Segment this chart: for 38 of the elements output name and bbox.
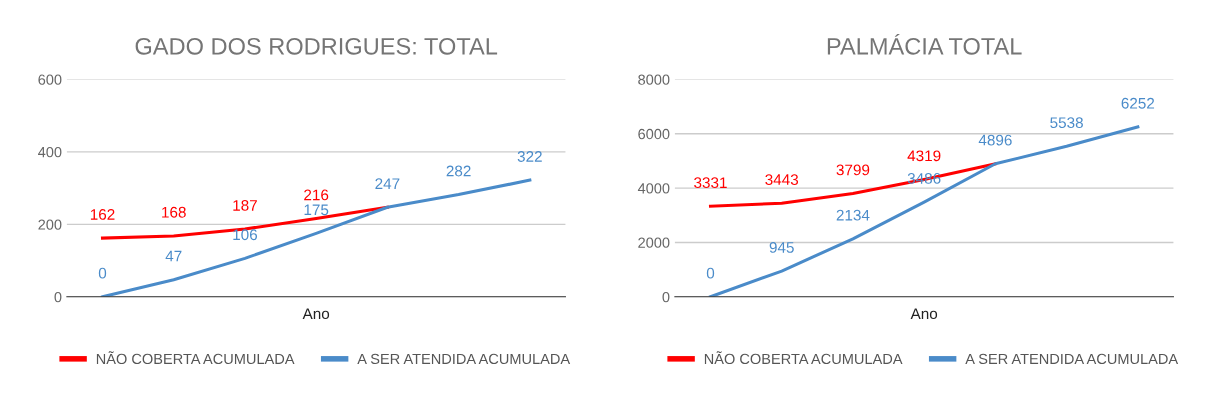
- legend-label: A SER ATENDIDA ACUMULADA: [357, 353, 571, 365]
- x-axis-title: Ano: [910, 308, 938, 320]
- chart-title: GADO DOS RODRIGUES: TOTAL: [135, 37, 498, 55]
- data-label: 2134: [836, 209, 870, 221]
- data-label: 6252: [1121, 97, 1155, 109]
- y-tick-label: 200: [38, 219, 62, 230]
- y-tick-label: 0: [54, 291, 62, 303]
- data-label: 106: [233, 229, 258, 241]
- y-tick-label: 2000: [638, 237, 670, 248]
- y-tick-label: 0: [662, 291, 670, 303]
- data-label: 5538: [1050, 117, 1083, 129]
- data-label: 0: [98, 267, 107, 279]
- data-label: 3331: [694, 177, 727, 189]
- chart-title: PALMÁCIA TOTAL: [827, 33, 1022, 55]
- data-label: 247: [375, 178, 400, 189]
- y-tick-label: 6000: [638, 128, 670, 140]
- legend-label: NÃO COBERTA ACUMULADA: [96, 351, 295, 365]
- data-label: 168: [162, 206, 186, 218]
- data-label: 216: [304, 189, 329, 201]
- data-label: 282: [446, 165, 471, 177]
- data-label: 945: [769, 242, 794, 253]
- legend-label: A SER ATENDIDA ACUMULADA: [965, 353, 1179, 365]
- data-label: 187: [233, 199, 257, 211]
- data-label: 162: [90, 209, 115, 220]
- data-label: 322: [517, 151, 542, 162]
- legend-label: NÃO COBERTA ACUMULADA: [704, 351, 903, 365]
- data-label: 3799: [836, 164, 870, 176]
- data-label: 3443: [765, 174, 799, 185]
- y-tick-label: 400: [38, 146, 62, 158]
- data-label: 4896: [978, 134, 1012, 146]
- data-label: 175: [304, 204, 329, 216]
- y-tick-label: 8000: [638, 74, 670, 85]
- data-label: 4319: [907, 150, 941, 162]
- y-tick-label: 600: [38, 74, 62, 85]
- x-axis-title: Ano: [302, 308, 330, 320]
- data-label: 0: [706, 267, 715, 279]
- y-tick-label: 4000: [637, 183, 670, 194]
- data-label: 47: [165, 250, 182, 262]
